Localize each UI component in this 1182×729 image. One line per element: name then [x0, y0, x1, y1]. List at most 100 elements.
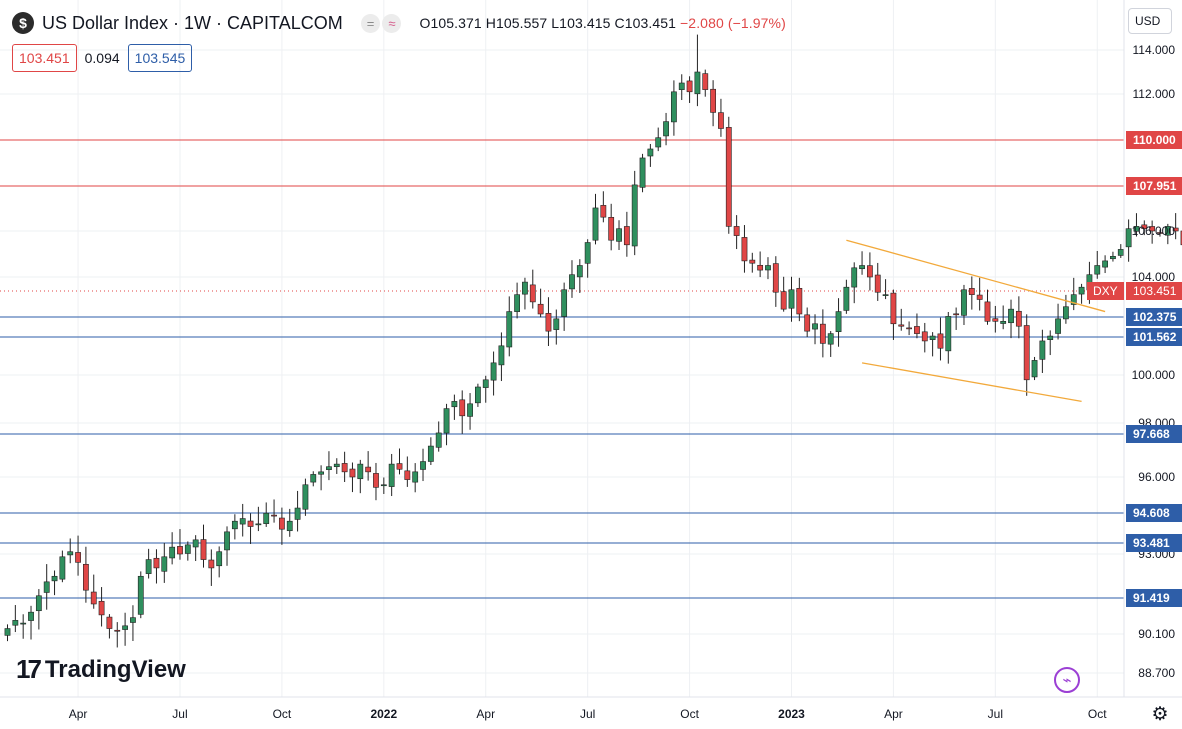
sell-price-button[interactable]: 103.451: [12, 44, 77, 72]
candle-body: [451, 401, 458, 408]
grid: [0, 0, 1124, 697]
candle-body: [1031, 360, 1038, 378]
equals-icon[interactable]: =: [360, 13, 381, 33]
candle-body: [153, 557, 160, 569]
candle-body: [137, 575, 144, 615]
candle-body: [255, 523, 262, 526]
candle-body: [1000, 321, 1007, 324]
candle-body: [4, 628, 11, 636]
candle-body: [294, 507, 301, 520]
candle-body: [412, 471, 419, 483]
candle-body: [326, 466, 332, 470]
tradingview-mark-icon: 17: [16, 654, 42, 684]
candle-body: [968, 288, 975, 295]
candle-body: [1039, 340, 1046, 360]
candle-body: [890, 292, 897, 325]
x-tick-label: Apr: [476, 707, 495, 721]
candle-body: [1157, 232, 1163, 234]
candle-body: [12, 620, 19, 626]
ohlc-low: L103.415: [551, 15, 611, 31]
candle-body: [1070, 294, 1077, 305]
candle-body: [576, 265, 583, 278]
candle-body: [482, 379, 489, 388]
candle-body: [898, 324, 905, 327]
candle-body: [114, 629, 121, 632]
candle-body: [83, 563, 89, 591]
candle-body: [20, 622, 27, 625]
candle-body: [906, 327, 912, 330]
candle-body: [953, 313, 960, 316]
dollar-icon: $: [12, 12, 34, 34]
tradingview-logo[interactable]: 17 TradingView: [16, 654, 186, 685]
candle-body: [310, 474, 317, 483]
level-label: 91.419: [1133, 591, 1170, 605]
candle-body: [835, 311, 842, 333]
candle-body: [639, 157, 646, 188]
candle-body: [1102, 260, 1108, 268]
candle-body: [498, 345, 505, 366]
price-axis[interactable]: 114.000112.000106.000104.000100.00098.00…: [1132, 43, 1176, 680]
candle-body: [349, 468, 356, 478]
y-tick-label: 88.700: [1138, 666, 1175, 680]
candle-body: [106, 616, 113, 629]
candle-body: [1180, 230, 1182, 246]
candle-body: [984, 301, 991, 322]
candle-body: [271, 514, 277, 517]
x-tick-label: Jul: [172, 707, 187, 721]
candle-body: [177, 546, 183, 555]
candle-body: [216, 551, 223, 567]
gear-icon[interactable]: ⚙: [1151, 703, 1169, 725]
level-label: 107.951: [1133, 179, 1177, 193]
candle-body: [224, 531, 230, 551]
level-label: 101.562: [1133, 330, 1177, 344]
candle-body: [765, 265, 771, 271]
x-tick-label: Jul: [988, 707, 1003, 721]
candle-body: [741, 237, 748, 262]
candle-body: [921, 331, 928, 342]
candle-body: [937, 333, 944, 349]
ohlc-close: C103.451: [614, 15, 677, 31]
candle-body: [851, 267, 858, 288]
candle-body: [43, 581, 50, 593]
candle-body: [827, 333, 834, 345]
ohlc-high: H105.557: [485, 15, 548, 31]
candle-body: [396, 463, 403, 470]
wedge-upper-line: [846, 239, 1106, 313]
x-tick-label: Oct: [680, 707, 699, 721]
x-tick-label: Oct: [1088, 707, 1107, 721]
candle-body: [467, 403, 473, 417]
compare-pill[interactable]: = ≈: [360, 13, 402, 33]
candle-body: [1141, 224, 1148, 229]
trendlines: [846, 239, 1106, 403]
candle-body: [788, 289, 795, 309]
candle-body: [522, 281, 528, 295]
candle-body: [474, 386, 481, 404]
buy-price-button[interactable]: 103.545: [127, 44, 193, 72]
candle-body: [200, 539, 207, 560]
candle-body: [655, 137, 662, 148]
time-axis[interactable]: AprJulOct2022AprJulOct2023AprJulOct202: [69, 707, 1182, 721]
candle-body: [333, 463, 340, 468]
candle-body: [537, 303, 544, 315]
symbol-tag: DXY: [1093, 284, 1118, 298]
candle-body: [694, 71, 701, 95]
candle-body: [98, 600, 105, 616]
currency-label: USD: [1135, 14, 1161, 28]
symbol-title[interactable]: US Dollar Index · 1W · CAPITALCOM: [42, 12, 343, 33]
currency-dropdown[interactable]: USD: [1128, 8, 1172, 34]
candle-body: [420, 461, 426, 470]
wave-icon[interactable]: ≈: [382, 13, 402, 33]
candle-body: [59, 556, 66, 580]
horizontal-levels: [0, 139, 1124, 599]
tradingview-wordmark: TradingView: [44, 655, 186, 683]
level-label-box: [1126, 131, 1182, 149]
candle-body: [600, 205, 607, 218]
candle-body: [1110, 255, 1116, 260]
candle-body: [663, 121, 669, 137]
bolt-icon[interactable]: ⌁: [1054, 667, 1080, 693]
candle-body: [631, 184, 638, 247]
bid-ask-row: 103.451 0.094 103.545: [12, 44, 193, 72]
level-label: 97.668: [1133, 427, 1170, 441]
y-tick-label: 106.000: [1132, 224, 1176, 238]
